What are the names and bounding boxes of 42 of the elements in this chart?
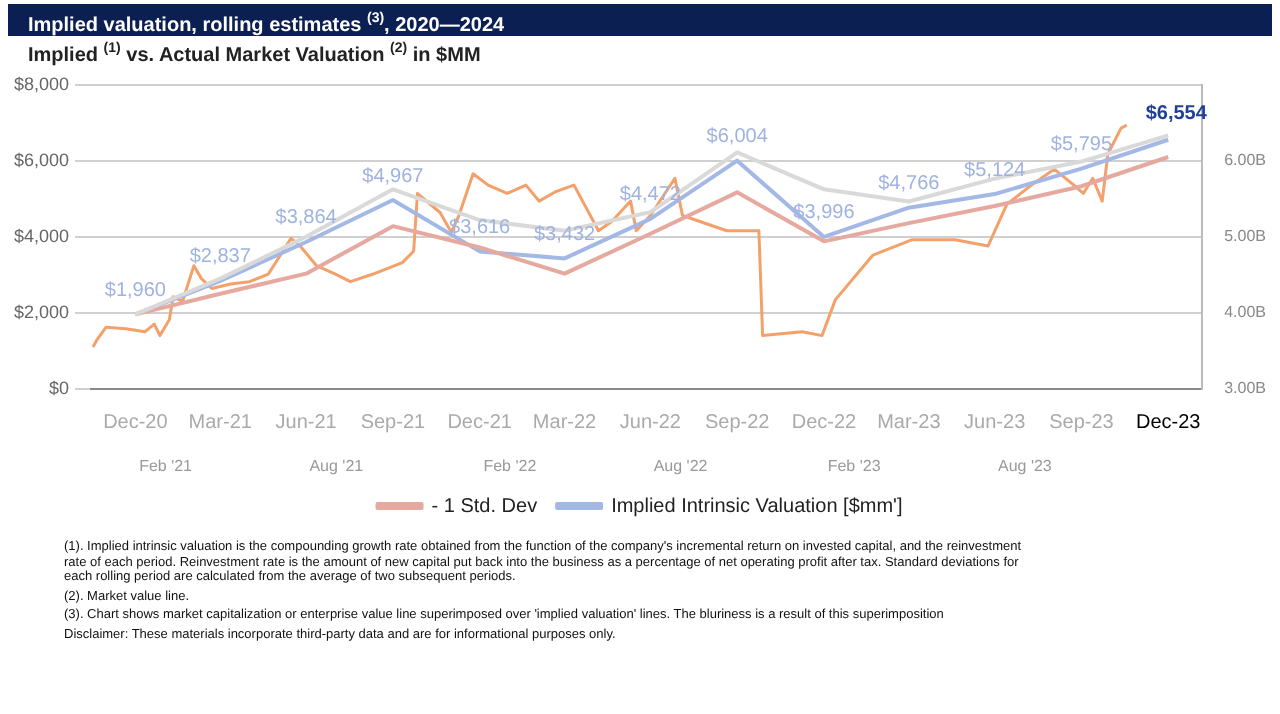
x-tick-label: Mar-23 <box>877 412 942 435</box>
x-tick-label: Dec-20 <box>103 412 169 435</box>
y-tick-label: $0 <box>49 377 70 398</box>
y2-tick-label: 3.00B <box>1224 379 1266 398</box>
x2-tick-label: Feb '21 <box>139 456 194 475</box>
x-tick-label: Sep-21 <box>360 412 427 435</box>
x-tick-label: Sep-22 <box>704 412 771 435</box>
x-tick-label: Jun-21 <box>275 412 338 435</box>
data-label: $6,554 <box>1145 103 1208 126</box>
data-label: $2,837 <box>189 246 252 269</box>
x2-tick-label: Aug '23 <box>997 456 1053 475</box>
data-label: $1,960 <box>104 279 167 302</box>
data-label: $3,432 <box>533 223 597 246</box>
x2-tick-label: Aug '21 <box>309 456 365 475</box>
x2-tick-label: Feb '22 <box>483 456 538 475</box>
legend-label: Implied Intrinsic Valuation [$mm'] <box>611 495 903 518</box>
x-tick-label: Dec-23 <box>1135 412 1202 435</box>
x-tick-label: Dec-22 <box>791 412 858 435</box>
x2-tick-label: Feb '23 <box>827 456 882 475</box>
x-tick-label: Jun-22 <box>619 412 682 435</box>
x-tick-label: Mar-21 <box>188 412 253 435</box>
y-tick-label: $4,000 <box>13 225 70 246</box>
data-label: $3,864 <box>275 207 338 230</box>
x2-tick-label: Aug '22 <box>653 456 709 475</box>
legend-label: - 1 Std. Dev <box>431 495 538 518</box>
y2-tick-label: 5.00B <box>1224 227 1266 246</box>
y-tick-label: $6,000 <box>13 149 70 170</box>
data-label: $4,967 <box>362 165 425 188</box>
chart-title: Implied valuation, rolling estimates $^{(3)}$, 2020—2024 <box>8 4 1272 37</box>
data-label: $4,766 <box>878 173 941 196</box>
data-label: $6,004 <box>706 126 769 149</box>
data-label: $5,124 <box>964 159 1027 182</box>
chart-subtitle: Implied $^{(1)}$ vs. Actual Market Valuation $^{(2)}$ in $MM <box>28 42 481 67</box>
data-label: $5,795 <box>1050 134 1113 157</box>
x-tick-label: Dec-21 <box>447 412 513 435</box>
y2-tick-label: 4.00B <box>1224 303 1266 322</box>
y2-tick-label: 6.00B <box>1224 151 1266 170</box>
x-tick-label: Sep-23 <box>1049 412 1115 435</box>
x-tick-label: Mar-22 <box>532 412 598 435</box>
x-tick-label: Jun-23 <box>964 412 1027 435</box>
y-tick-label: $8,000 <box>13 73 70 94</box>
y-tick-label: $2,000 <box>13 301 70 322</box>
